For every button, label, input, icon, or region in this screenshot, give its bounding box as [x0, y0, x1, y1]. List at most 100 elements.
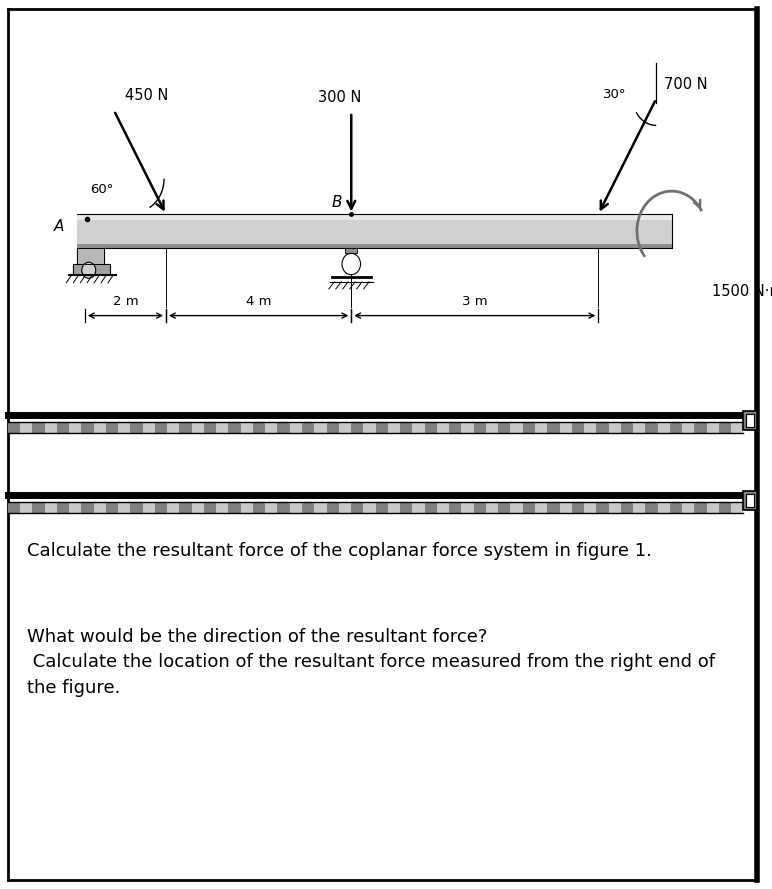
Bar [535, 502, 547, 513]
Bar [204, 502, 216, 513]
Circle shape [342, 253, 361, 275]
Bar [449, 502, 462, 513]
Bar [81, 422, 93, 433]
Bar [743, 491, 757, 510]
Bar [277, 422, 290, 433]
Bar [266, 422, 277, 433]
Bar [706, 422, 719, 433]
Bar [694, 502, 706, 513]
Bar [719, 422, 731, 433]
Text: 300 N: 300 N [318, 90, 361, 105]
Bar [645, 502, 658, 513]
Bar [179, 502, 191, 513]
Bar [486, 502, 498, 513]
Bar [8, 502, 20, 513]
Bar [437, 502, 449, 513]
Bar [69, 502, 81, 513]
Bar [510, 422, 523, 433]
Bar [498, 502, 510, 513]
Bar [45, 502, 57, 513]
Bar [32, 422, 45, 433]
Bar [596, 502, 608, 513]
Bar [535, 422, 547, 433]
Bar [191, 502, 204, 513]
Bar [241, 502, 253, 513]
Bar [20, 502, 32, 513]
Text: B: B [331, 195, 342, 210]
Bar [302, 422, 314, 433]
Bar [412, 422, 425, 433]
Bar [523, 502, 535, 513]
Bar [266, 502, 277, 513]
Bar [143, 422, 155, 433]
Bar [106, 502, 118, 513]
Bar [302, 502, 314, 513]
Bar [351, 502, 364, 513]
Bar [155, 502, 167, 513]
Bar [584, 502, 596, 513]
Bar [388, 502, 400, 513]
Text: the figure.: the figure. [27, 679, 120, 697]
Text: Calculate the resultant force of the coplanar force system in figure 1.: Calculate the resultant force of the cop… [27, 542, 652, 560]
Bar [351, 422, 364, 433]
Bar [719, 502, 731, 513]
Bar [130, 422, 143, 433]
Bar [204, 422, 216, 433]
Bar [608, 502, 621, 513]
Bar [474, 422, 486, 433]
Bar [45, 422, 57, 433]
Bar [155, 422, 167, 433]
Text: 30°: 30° [604, 88, 627, 100]
Bar [560, 502, 572, 513]
Bar [229, 502, 241, 513]
Bar [191, 422, 204, 433]
Bar [682, 422, 694, 433]
Bar [388, 422, 400, 433]
Bar [8, 422, 20, 433]
Bar [339, 502, 351, 513]
Text: What would be the direction of the resultant force?: What would be the direction of the resul… [27, 628, 487, 645]
Bar [621, 502, 633, 513]
Bar [645, 422, 658, 433]
Bar [400, 502, 412, 513]
Bar [143, 502, 155, 513]
Bar [77, 244, 672, 248]
Polygon shape [73, 264, 110, 275]
Bar [694, 422, 706, 433]
Bar [364, 422, 376, 433]
Bar [670, 502, 682, 513]
Bar [462, 502, 474, 513]
Bar [77, 214, 672, 248]
Bar [327, 422, 339, 433]
Text: 450 N: 450 N [125, 88, 169, 103]
Bar [608, 422, 621, 433]
Bar [81, 502, 93, 513]
Bar [69, 422, 81, 433]
Polygon shape [77, 248, 104, 264]
Text: Calculate the location of the resultant force measured from the right end of: Calculate the location of the resultant … [27, 653, 715, 670]
Bar [339, 422, 351, 433]
Bar [277, 502, 290, 513]
Bar [682, 502, 694, 513]
Bar [731, 502, 743, 513]
Bar [584, 422, 596, 433]
Bar [253, 422, 266, 433]
Bar [179, 422, 191, 433]
Bar [633, 422, 645, 433]
Bar [633, 502, 645, 513]
Bar [229, 422, 241, 433]
Bar [462, 422, 474, 433]
Bar [658, 422, 670, 433]
Bar [93, 422, 106, 433]
Text: 1500 N·m: 1500 N·m [712, 284, 772, 300]
Bar [746, 413, 754, 428]
Bar [57, 422, 69, 433]
Bar [118, 502, 130, 513]
Bar [167, 422, 179, 433]
Text: 4 m: 4 m [245, 295, 272, 308]
Bar [290, 422, 302, 433]
Bar [731, 422, 743, 433]
Bar [241, 422, 253, 433]
Bar [658, 502, 670, 513]
Bar [375, 502, 388, 513]
